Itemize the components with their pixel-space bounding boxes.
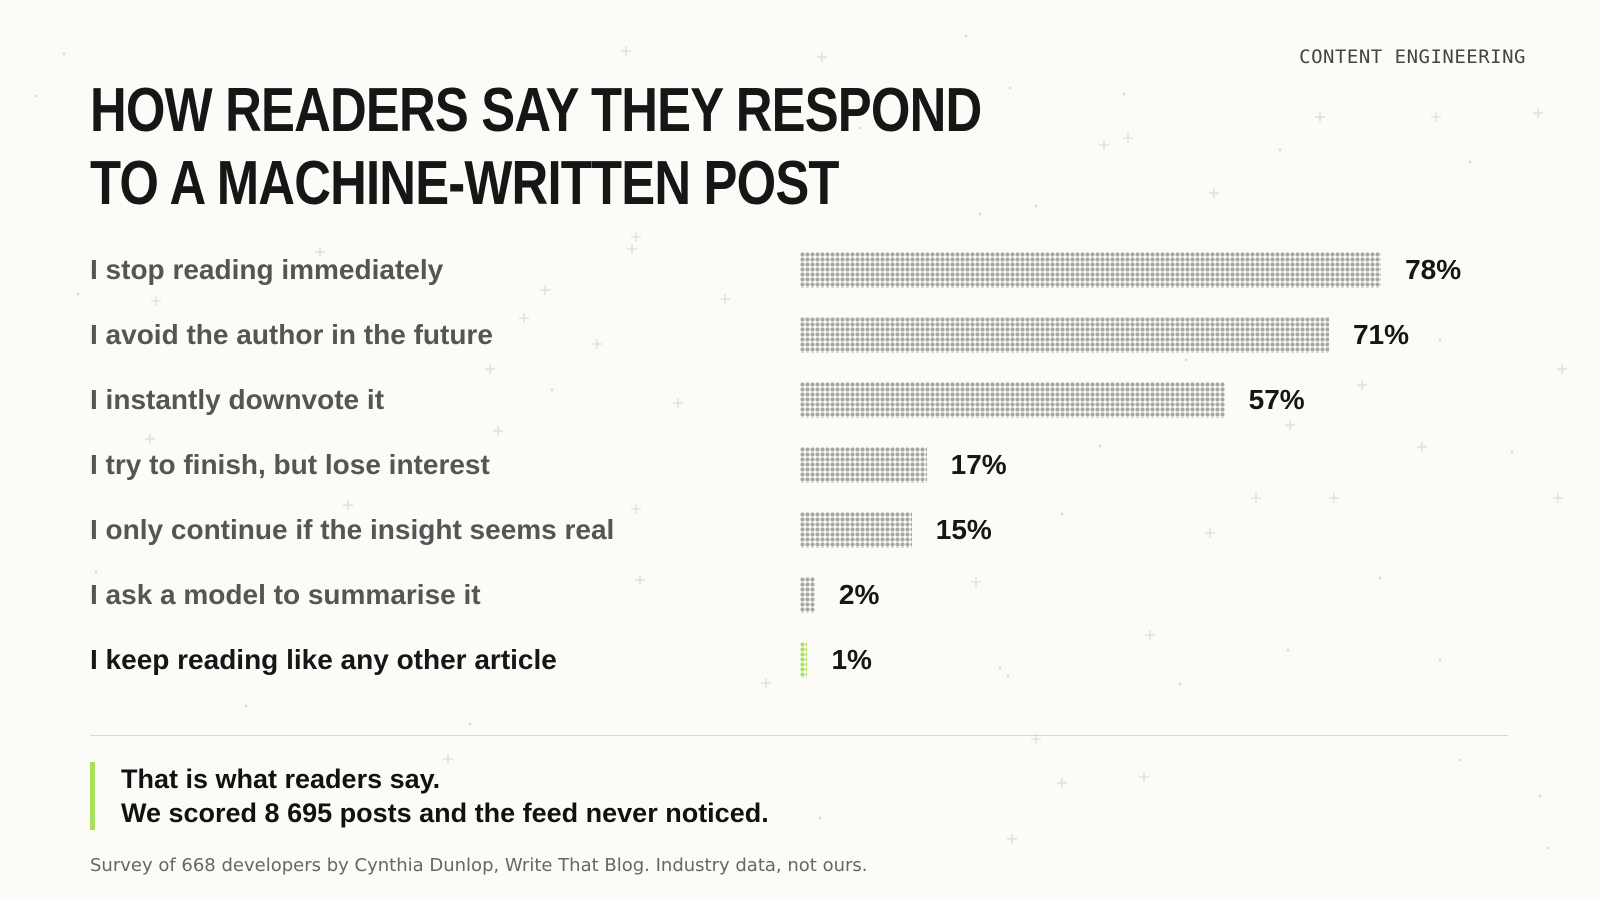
category-label: I try to finish, but lose interest xyxy=(90,449,490,480)
chart-title-line-1: HOW READERS SAY THEY RESPOND xyxy=(90,76,982,145)
value-label: 15% xyxy=(935,514,992,545)
chart-row: I instantly downvote it 57% xyxy=(0,368,1600,432)
value-label: 78% xyxy=(1405,254,1462,285)
chart-title-line-2: TO A MACHINE-WRITTEN POST xyxy=(90,149,839,218)
chart-row: I try to finish, but lose interest 17% xyxy=(0,433,1600,497)
value-label: 2% xyxy=(838,579,880,610)
chart-title: HOW READERS SAY THEY RESPOND TO A MACHIN… xyxy=(90,74,982,220)
chart-row: I ask a model to summarise it 2% xyxy=(0,563,1600,627)
bar xyxy=(800,317,1329,353)
category-label: I only continue if the insight seems rea… xyxy=(90,514,615,545)
category-label: I avoid the author in the future xyxy=(90,319,493,350)
value-label: 17% xyxy=(950,449,1007,480)
bar xyxy=(800,447,927,483)
bar xyxy=(800,512,912,548)
chart-row: I stop reading immediately 78% xyxy=(0,238,1600,302)
bar xyxy=(800,577,815,613)
footnote: Survey of 668 developers by Cynthia Dunl… xyxy=(90,855,868,876)
category-label: I keep reading like any other article xyxy=(90,644,557,675)
bar xyxy=(800,642,808,678)
callout: That is what readers say. We scored 8 69… xyxy=(90,762,769,830)
callout-line-1: That is what readers say. xyxy=(121,764,441,794)
chart-row: I only continue if the insight seems rea… xyxy=(0,498,1600,562)
value-label: 71% xyxy=(1352,319,1409,350)
category-label: I ask a model to summarise it xyxy=(90,579,481,610)
bar xyxy=(800,382,1225,418)
section-tag: CONTENT ENGINEERING xyxy=(1299,46,1526,68)
divider xyxy=(90,735,1508,736)
chart-row: I keep reading like any other article 1% xyxy=(0,628,1600,692)
category-label: I instantly downvote it xyxy=(90,384,385,415)
chart-row: I avoid the author in the future 71% xyxy=(0,303,1600,367)
callout-line-2: We scored 8 695 posts and the feed never… xyxy=(121,798,769,828)
value-label: 1% xyxy=(831,644,872,675)
value-label: 57% xyxy=(1248,384,1305,415)
category-label: I stop reading immediately xyxy=(90,254,444,285)
bar xyxy=(800,252,1382,288)
